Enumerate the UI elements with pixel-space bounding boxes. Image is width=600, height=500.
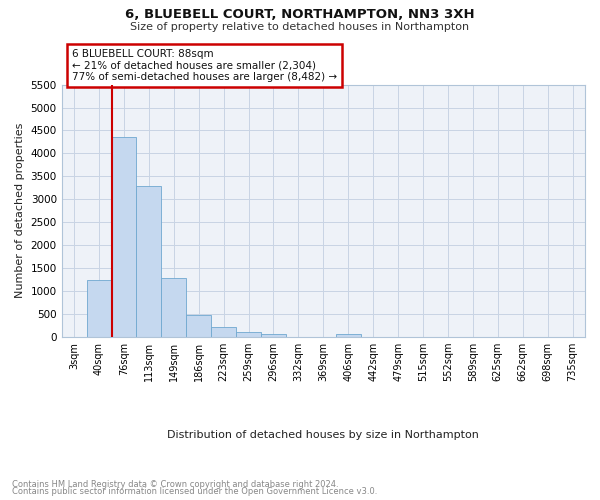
Text: 6, BLUEBELL COURT, NORTHAMPTON, NN3 3XH: 6, BLUEBELL COURT, NORTHAMPTON, NN3 3XH (125, 8, 475, 20)
Bar (161, 278, 186, 337)
Text: Contains HM Land Registry data © Crown copyright and database right 2024.: Contains HM Land Registry data © Crown c… (12, 480, 338, 489)
Text: Contains public sector information licensed under the Open Government Licence v3: Contains public sector information licen… (12, 487, 377, 496)
Bar (186, 315, 211, 337)
Y-axis label: Number of detached properties: Number of detached properties (15, 123, 25, 298)
X-axis label: Distribution of detached houses by size in Northampton: Distribution of detached houses by size … (167, 430, 479, 440)
Bar (261, 334, 286, 337)
Bar (336, 334, 361, 337)
Bar (86, 280, 112, 337)
Bar (136, 186, 161, 337)
Bar (211, 327, 236, 337)
Text: 6 BLUEBELL COURT: 88sqm
← 21% of detached houses are smaller (2,304)
77% of semi: 6 BLUEBELL COURT: 88sqm ← 21% of detache… (72, 49, 337, 82)
Bar (112, 138, 136, 337)
Bar (236, 332, 261, 337)
Text: Size of property relative to detached houses in Northampton: Size of property relative to detached ho… (130, 22, 470, 32)
